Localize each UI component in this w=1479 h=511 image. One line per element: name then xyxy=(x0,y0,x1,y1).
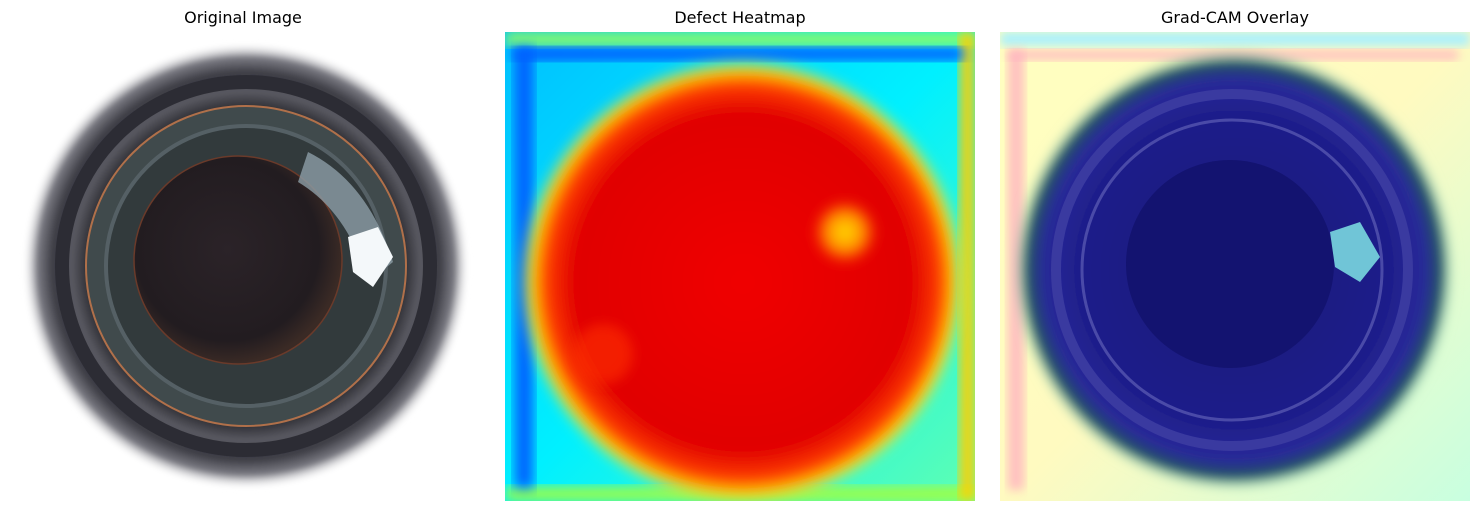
panel-title-overlay: Grad-CAM Overlay xyxy=(1161,8,1309,27)
defect-heatmap xyxy=(505,32,975,501)
panel-title-original: Original Image xyxy=(184,8,302,27)
original-image-graphic xyxy=(22,42,470,490)
panel-gradcam-overlay: Grad-CAM Overlay xyxy=(1000,0,1470,511)
original-image xyxy=(8,32,478,501)
gradcam-overlay xyxy=(1000,32,1470,501)
panel-title-heatmap: Defect Heatmap xyxy=(674,8,806,27)
gradcam-overlay-graphic xyxy=(1000,32,1470,501)
defect-heatmap-graphic xyxy=(505,32,975,501)
panel-defect-heatmap: Defect Heatmap xyxy=(505,0,975,511)
panel-original-image: Original Image xyxy=(8,0,478,511)
